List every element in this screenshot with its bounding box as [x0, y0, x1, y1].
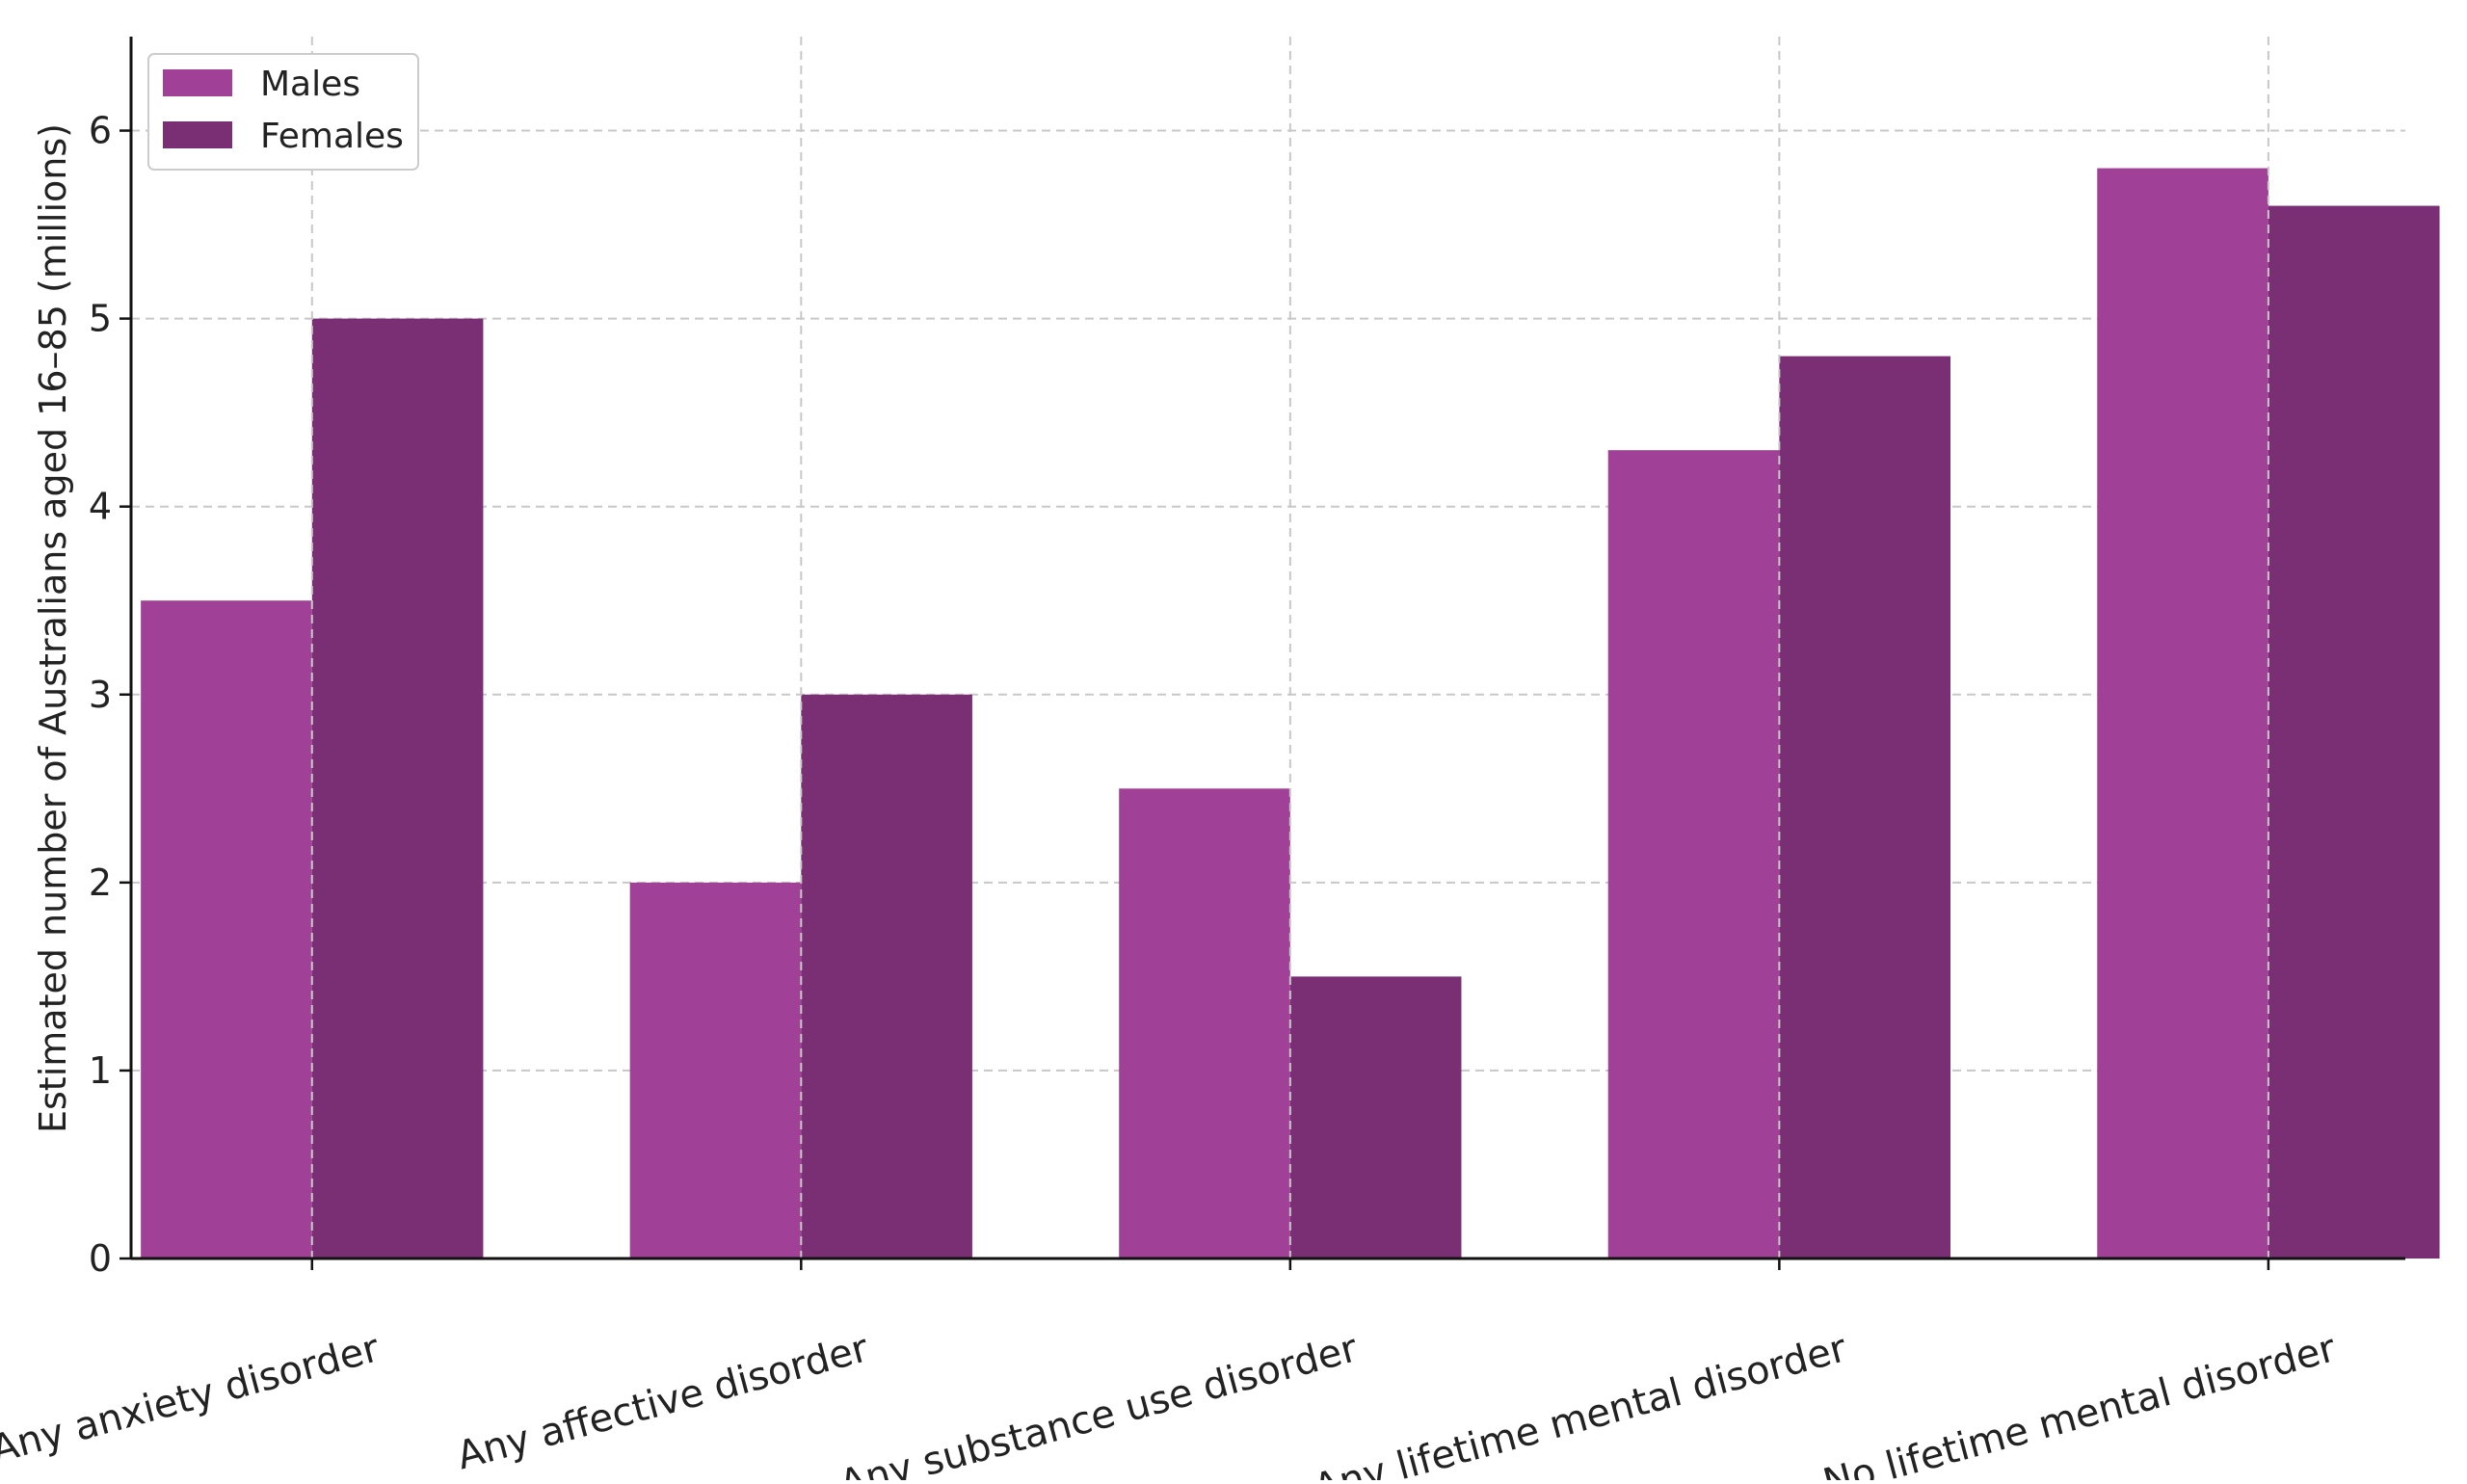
legend-label-females: Females [260, 117, 404, 156]
y-tick-label: 4 [89, 486, 112, 528]
y-tick-label: 1 [89, 1049, 112, 1092]
bar-females-2 [801, 694, 972, 1259]
bar-females-5 [2268, 205, 2440, 1259]
x-tick-label: No lifetime mental disorder [1818, 1326, 2341, 1480]
bar-females-4 [1779, 356, 1950, 1259]
y-tick-label: 2 [89, 861, 112, 904]
legend-swatch-females [163, 121, 232, 148]
y-tick-label: 6 [89, 110, 112, 152]
bar-males-1 [141, 600, 312, 1259]
x-tick-label: Any affective disorder [452, 1326, 873, 1478]
bar-males-3 [1119, 788, 1290, 1259]
x-tick-label: Any lifetime mental disorder [1309, 1326, 1851, 1480]
bar-males-4 [1607, 450, 1780, 1259]
bar-females-3 [1289, 976, 1462, 1259]
bars-layer [141, 168, 2440, 1259]
bar-females-1 [311, 318, 484, 1259]
grid-layer [131, 129, 2405, 1072]
x-tick-label: Any substance use disorder [835, 1326, 1362, 1480]
legend: Males Females [147, 53, 419, 171]
bar-males-2 [629, 882, 802, 1259]
y-tick-label: 0 [89, 1237, 112, 1280]
legend-label-males: Males [260, 65, 360, 104]
y-tick-label: 5 [89, 298, 112, 340]
axes-layer [129, 37, 2405, 1260]
legend-swatch-males [163, 69, 232, 96]
y-tick-label: 3 [89, 674, 112, 716]
x-tick-label: Any anxiety disorder [0, 1326, 385, 1472]
bar-males-5 [2097, 168, 2268, 1259]
vertical-grid-layer [310, 37, 2269, 1259]
y-axis-title: Estimated number of Australians aged 16–… [32, 123, 74, 1133]
